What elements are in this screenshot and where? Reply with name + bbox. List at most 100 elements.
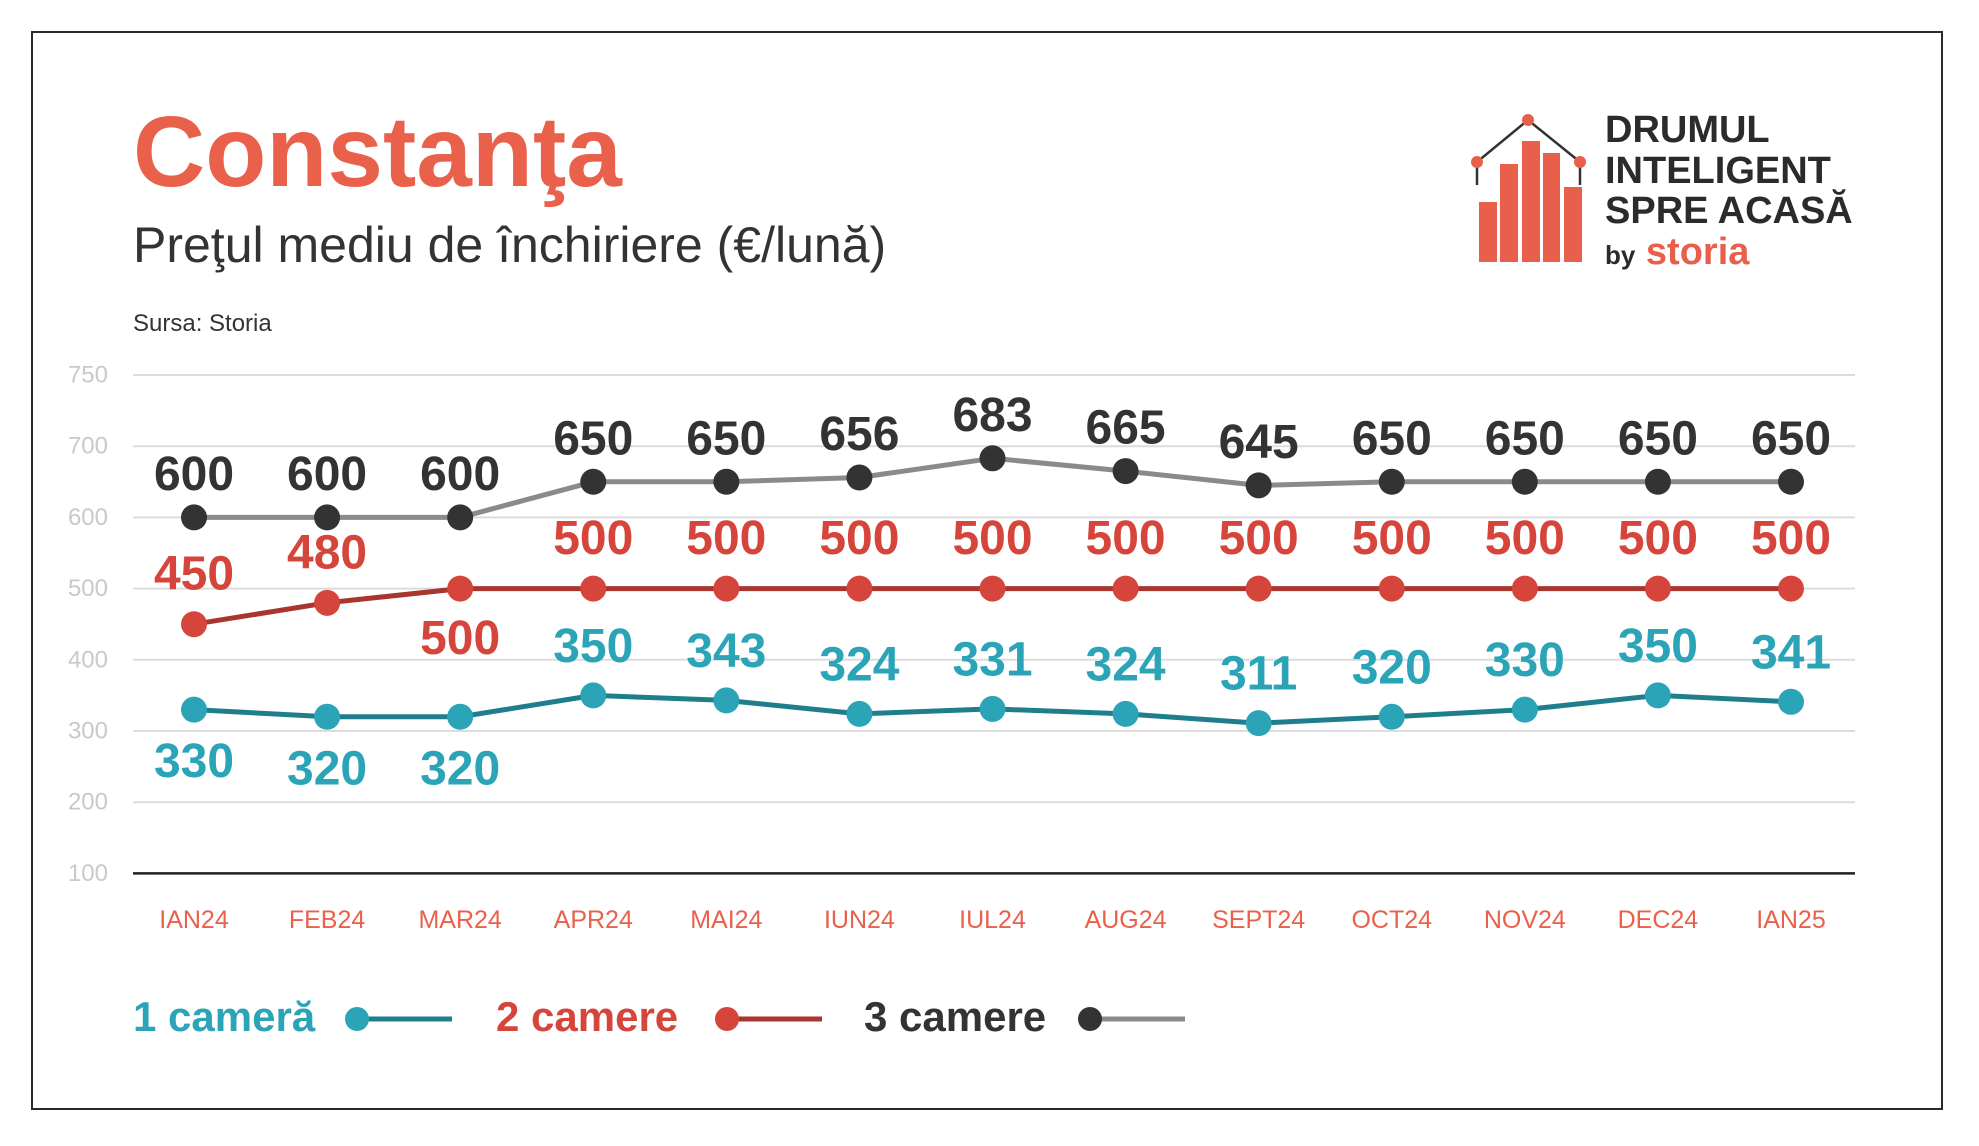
x-tick-label: FEB24: [289, 906, 366, 934]
data-label-one-room: 341: [1751, 626, 1831, 679]
logo-by: by: [1605, 239, 1636, 270]
data-label-two-rooms: 500: [553, 512, 633, 565]
legend-marker-three-rooms: [1078, 1007, 1185, 1031]
logo-wordmark: DRUMUL INTELIGENT SPRE ACASĂ by storia: [1605, 110, 1853, 275]
logo-bar: [1522, 141, 1540, 262]
data-label-two-rooms: 500: [1485, 512, 1565, 565]
data-point-two-rooms: [713, 575, 740, 602]
data-point-three-rooms: [580, 468, 607, 495]
data-point-three-rooms: [979, 445, 1006, 472]
x-tick-label: IAN25: [1756, 906, 1825, 934]
data-label-three-rooms: 665: [1086, 402, 1166, 455]
data-point-three-rooms: [1511, 468, 1538, 495]
data-point-one-room: [1778, 688, 1804, 715]
logo-line-3: SPRE ACASĂ: [1605, 190, 1853, 232]
logo-line-4: by storia: [1605, 230, 1853, 276]
data-point-two-rooms: [1378, 575, 1405, 602]
data-point-one-room: [713, 687, 740, 714]
legend-label-two-rooms: 2 camere: [496, 993, 679, 1040]
x-tick-label: DEC24: [1618, 906, 1699, 934]
data-point-two-rooms: [1644, 575, 1671, 602]
data-label-one-room: 324: [1086, 638, 1166, 691]
data-label-one-room: 330: [1485, 634, 1565, 687]
logo-line-1: DRUMUL: [1605, 109, 1770, 151]
data-point-two-rooms: [447, 575, 474, 602]
y-tick-label: 600: [68, 504, 108, 531]
y-tick-label: 300: [68, 718, 108, 745]
data-label-one-room: 324: [819, 638, 899, 691]
data-label-three-rooms: 650: [1618, 412, 1698, 465]
data-point-one-room: [181, 696, 207, 723]
source-note: Sursa: Storia: [133, 310, 272, 337]
x-tick-label: NOV24: [1484, 906, 1566, 934]
data-label-three-rooms: 650: [686, 412, 766, 465]
data-label-two-rooms: 500: [1086, 512, 1166, 565]
data-label-three-rooms: 683: [952, 389, 1032, 442]
data-point-two-rooms: [181, 611, 207, 638]
data-label-three-rooms: 600: [154, 448, 234, 501]
data-label-one-room: 350: [553, 620, 633, 673]
data-point-two-rooms: [314, 589, 341, 616]
data-point-three-rooms: [1378, 468, 1405, 495]
data-label-two-rooms: 450: [154, 548, 234, 601]
data-label-one-room: 331: [952, 633, 1032, 686]
data-point-three-rooms: [447, 504, 474, 531]
x-tick-label: AUG24: [1085, 906, 1167, 934]
data-label-two-rooms: 500: [686, 512, 766, 565]
data-label-three-rooms: 650: [1352, 412, 1432, 465]
y-tick-label: 100: [68, 860, 108, 887]
x-tick-label: IUL24: [959, 906, 1026, 934]
x-tick-label: IAN24: [159, 906, 229, 934]
data-point-three-rooms: [1112, 458, 1139, 485]
legend-label-one-room: 1 cameră: [133, 993, 316, 1040]
y-tick-label: 200: [68, 789, 108, 816]
data-label-three-rooms: 600: [420, 448, 500, 501]
data-point-two-rooms: [979, 575, 1006, 602]
y-tick-label: 500: [68, 575, 108, 602]
data-label-one-room: 343: [686, 625, 766, 678]
data-label-one-room: 311: [1220, 648, 1297, 701]
data-label-one-room: 350: [1618, 620, 1698, 673]
legend-label-three-rooms: 3 camere: [864, 993, 1047, 1040]
data-point-three-rooms: [846, 464, 873, 491]
data-point-one-room: [447, 703, 474, 730]
data-label-two-rooms: 500: [1751, 512, 1831, 565]
logo-dot: [1522, 114, 1534, 126]
data-label-one-room: 320: [287, 742, 367, 795]
chart-frame: [31, 31, 1943, 1110]
data-point-three-rooms: [181, 504, 207, 531]
data-label-two-rooms: 500: [952, 512, 1032, 565]
data-point-one-room: [1112, 700, 1139, 727]
x-tick-label: IUN24: [824, 906, 895, 934]
x-tick-label: OCT24: [1351, 906, 1432, 934]
data-point-two-rooms: [1245, 575, 1272, 602]
data-label-two-rooms: 500: [1618, 512, 1698, 565]
data-point-three-rooms: [314, 504, 341, 531]
data-point-one-room: [979, 695, 1006, 722]
data-label-three-rooms: 600: [287, 448, 367, 501]
logo-bar: [1479, 202, 1497, 262]
data-label-one-room: 330: [154, 735, 234, 788]
legend-dot: [1078, 1007, 1102, 1031]
data-label-three-rooms: 656: [819, 408, 899, 461]
x-tick-label: APR24: [554, 906, 633, 934]
data-label-three-rooms: 650: [553, 412, 633, 465]
logo-brand: storia: [1645, 230, 1750, 273]
data-label-two-rooms: 500: [1352, 512, 1432, 565]
data-point-three-rooms: [1644, 468, 1671, 495]
logo-line-2: INTELIGENT: [1605, 149, 1831, 192]
y-tick-label: 700: [68, 433, 108, 460]
data-label-two-rooms: 480: [287, 526, 367, 579]
x-tick-label: SEPT24: [1212, 906, 1305, 934]
x-tick-label: MAI24: [690, 906, 762, 934]
data-point-three-rooms: [1778, 468, 1804, 495]
data-label-one-room: 320: [420, 742, 500, 795]
data-point-one-room: [1511, 696, 1538, 723]
legend-dot: [715, 1007, 739, 1031]
data-label-three-rooms: 645: [1219, 416, 1299, 469]
logo-bar: [1543, 153, 1560, 262]
data-point-three-rooms: [713, 468, 740, 495]
data-point-two-rooms: [1112, 575, 1139, 602]
page-title: Constanţa: [133, 96, 622, 208]
x-tick-label: MAR24: [418, 906, 501, 934]
